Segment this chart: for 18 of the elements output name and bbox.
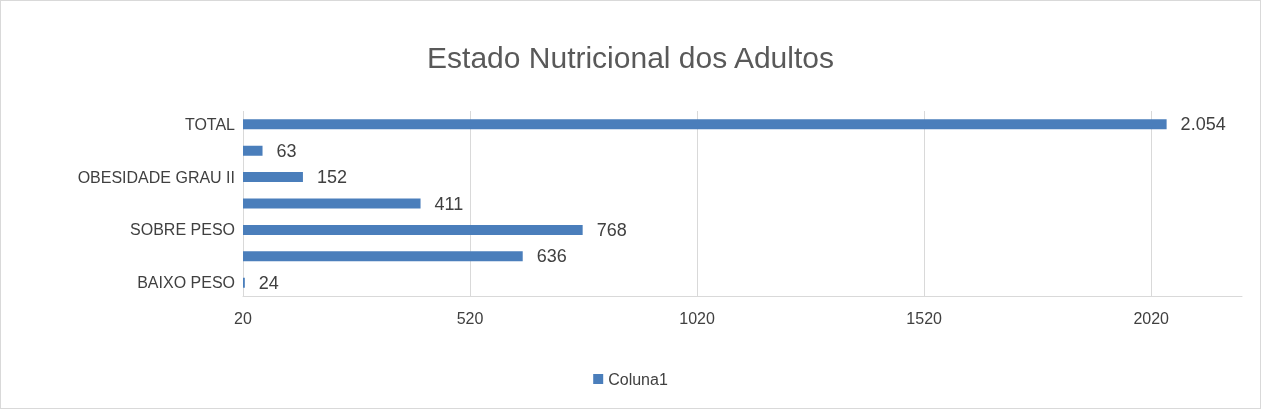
y-tick-label: TOTAL [184, 115, 236, 133]
x-tick-label: 20 [234, 309, 252, 327]
x-tick-label: 2020 [1133, 309, 1170, 327]
data-label: 63 [276, 140, 297, 161]
x-tick-label: 1020 [679, 309, 715, 327]
x-tick-label: 1520 [906, 309, 943, 327]
y-tick-label: BAIXO PESO [137, 274, 235, 292]
x-tick-label: 520 [456, 309, 484, 327]
data-label: 2.054 [1180, 114, 1226, 135]
data-label: 636 [536, 246, 567, 267]
data-label: 768 [596, 219, 627, 240]
chart-title: Estado Nutricional dos Adultos [427, 40, 834, 74]
data-label: 411 [434, 193, 464, 214]
data-label: 24 [258, 272, 279, 293]
y-tick-label: OBESIDADE GRAU II [77, 168, 235, 186]
y-tick-label: SOBRE PESO [130, 221, 235, 239]
data-label: 152 [316, 167, 347, 188]
legend-label: Coluna1 [608, 370, 668, 388]
